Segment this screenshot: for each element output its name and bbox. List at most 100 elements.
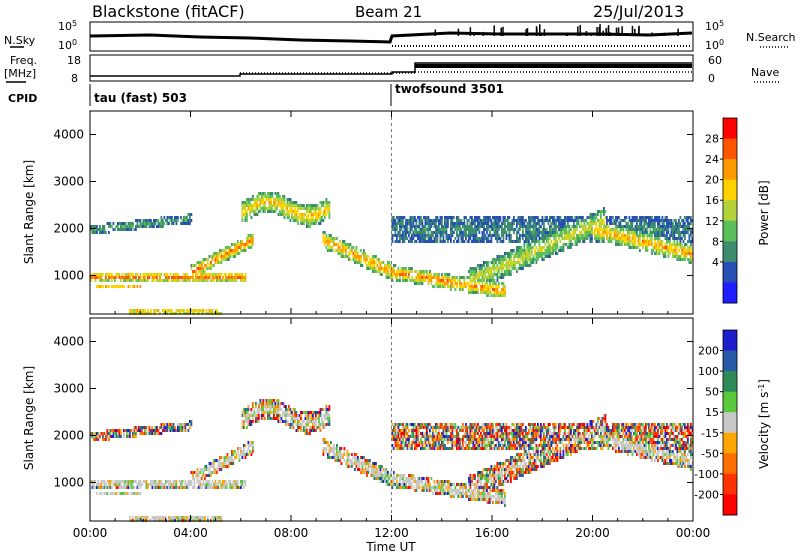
range-gate-cell bbox=[405, 279, 407, 282]
range-gate-cell bbox=[432, 219, 434, 222]
range-gate-cell bbox=[174, 216, 176, 219]
range-gate-cell bbox=[487, 279, 490, 282]
range-gate-cell bbox=[621, 219, 623, 222]
range-gate-cell bbox=[142, 480, 145, 483]
range-gate-cell bbox=[432, 285, 434, 288]
range-gate-cell bbox=[142, 432, 145, 435]
range-gate-cell bbox=[522, 249, 524, 252]
range-gate-cell bbox=[670, 225, 673, 228]
range-gate-cell bbox=[391, 483, 394, 486]
range-gate-cell bbox=[154, 276, 157, 279]
range-gate-cell bbox=[538, 222, 541, 225]
range-gate-cell bbox=[649, 216, 652, 219]
range-gate-cell bbox=[528, 252, 530, 255]
range-gate-cell bbox=[678, 219, 680, 222]
range-gate-cell bbox=[444, 240, 446, 243]
range-gate-cell bbox=[616, 240, 619, 243]
range-gate-cell bbox=[568, 234, 571, 237]
range-gate-cell bbox=[490, 276, 493, 279]
range-gate-cell bbox=[615, 243, 617, 246]
range-gate-cell bbox=[196, 273, 199, 276]
range-gate-cell bbox=[400, 486, 403, 489]
range-gate-cell bbox=[358, 462, 361, 465]
range-gate-cell bbox=[646, 225, 649, 228]
range-gate-cell bbox=[529, 237, 532, 240]
range-gate-cell bbox=[391, 225, 394, 228]
range-gate-cell bbox=[288, 405, 290, 408]
range-gate-cell bbox=[424, 423, 427, 426]
range-gate-cell bbox=[243, 444, 245, 447]
range-gate-cell bbox=[282, 204, 284, 207]
range-gate-cell bbox=[579, 237, 581, 240]
range-gate-cell bbox=[381, 471, 383, 474]
range-gate-cell bbox=[271, 204, 274, 207]
range-gate-cell bbox=[550, 246, 553, 249]
range-gate-cell bbox=[132, 486, 134, 489]
range-gate-cell bbox=[384, 477, 386, 480]
range-gate-cell bbox=[277, 195, 280, 198]
range-gate-cell bbox=[541, 222, 544, 225]
range-gate-cell bbox=[507, 225, 509, 228]
range-gate-cell bbox=[495, 258, 497, 261]
range-gate-cell bbox=[328, 243, 331, 246]
range-gate-cell bbox=[405, 222, 407, 225]
range-gate-cell bbox=[492, 234, 494, 237]
range-gate-cell bbox=[487, 261, 490, 264]
range-gate-cell bbox=[109, 276, 112, 279]
range-gate-cell bbox=[201, 279, 203, 282]
range-gate-cell bbox=[505, 252, 508, 255]
range-gate-cell bbox=[442, 228, 445, 231]
range-gate-cell bbox=[265, 399, 268, 402]
range-gate-cell bbox=[150, 432, 152, 435]
range-gate-cell bbox=[393, 222, 395, 225]
range-gate-cell bbox=[399, 219, 401, 222]
range-gate-cell bbox=[192, 264, 194, 267]
range-gate-cell bbox=[424, 483, 427, 486]
range-gate-cell bbox=[279, 405, 281, 408]
range-gate-cell bbox=[339, 252, 341, 255]
range-gate-cell bbox=[391, 423, 394, 426]
range-gate-cell bbox=[508, 237, 511, 240]
range-gate-cell bbox=[135, 480, 137, 483]
range-gate-cell bbox=[505, 237, 508, 240]
range-gate-cell bbox=[538, 225, 541, 228]
range-gate-cell bbox=[586, 237, 589, 240]
range-gate-cell bbox=[408, 240, 410, 243]
range-gate-cell bbox=[205, 267, 208, 270]
range-gate-cell bbox=[109, 480, 112, 483]
range-gate-cell bbox=[402, 270, 404, 273]
range-gate-cell bbox=[555, 222, 557, 225]
range-gate-cell bbox=[397, 222, 400, 225]
range-gate-cell bbox=[508, 273, 511, 276]
range-gate-cell bbox=[264, 195, 266, 198]
range-gate-cell bbox=[315, 429, 317, 432]
range-gate-cell bbox=[472, 288, 475, 291]
range-gate-cell bbox=[465, 216, 467, 219]
range-gate-cell bbox=[472, 276, 475, 279]
range-gate-cell bbox=[673, 225, 676, 228]
range-gate-cell bbox=[339, 246, 341, 249]
range-gate-cell bbox=[243, 213, 245, 216]
range-gate-cell bbox=[663, 255, 665, 258]
range-gate-cell bbox=[645, 231, 647, 234]
range-gate-cell bbox=[594, 228, 596, 231]
range-gate-cell bbox=[339, 240, 341, 243]
range-gate-cell bbox=[391, 222, 394, 225]
range-gate-cell bbox=[286, 420, 289, 423]
range-gate-cell bbox=[241, 411, 244, 414]
range-gate-cell bbox=[166, 222, 169, 225]
range-gate-cell bbox=[625, 243, 628, 246]
range-gate-cell bbox=[510, 237, 512, 240]
range-gate-cell bbox=[691, 219, 694, 222]
range-gate-cell bbox=[652, 222, 655, 225]
range-gate-cell bbox=[679, 240, 682, 243]
range-gate-cell bbox=[628, 243, 631, 246]
range-gate-cell bbox=[355, 465, 358, 468]
freq-tick-bottom: 8 bbox=[71, 72, 78, 85]
range-gate-cell bbox=[109, 432, 112, 435]
range-gate-cell bbox=[466, 234, 469, 237]
range-gate-cell bbox=[420, 273, 422, 276]
range-gate-cell bbox=[186, 279, 188, 282]
range-gate-cell bbox=[223, 249, 226, 252]
range-gate-cell bbox=[417, 276, 419, 279]
